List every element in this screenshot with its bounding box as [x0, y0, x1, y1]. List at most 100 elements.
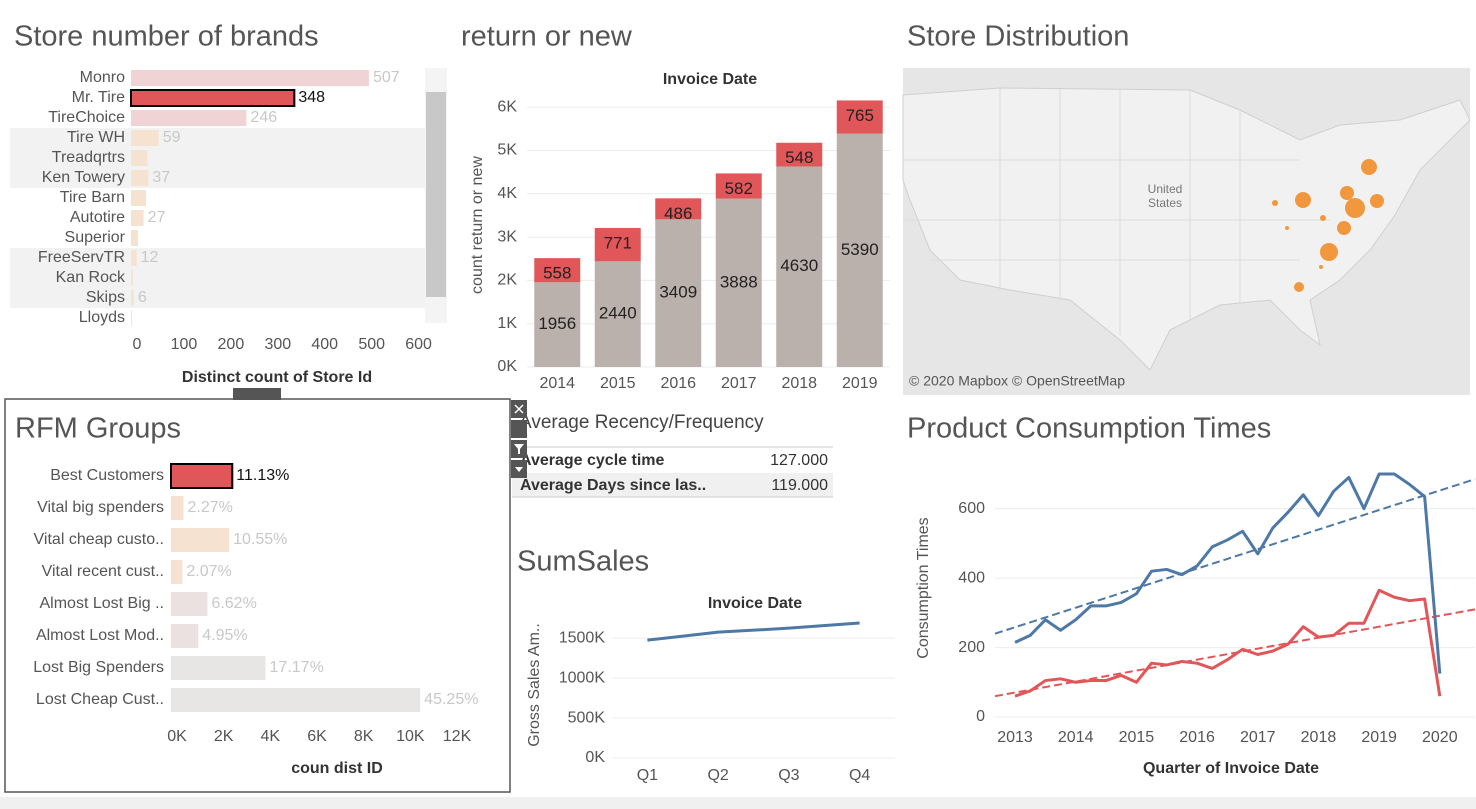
category-label: Vital cheap custo..: [34, 531, 164, 548]
y-tick-label: 0K: [497, 358, 517, 375]
map-bubble: [1319, 265, 1323, 269]
value-label: 37: [152, 169, 170, 186]
value-label: 2.07%: [186, 563, 231, 580]
y-tick-label: 4K: [497, 185, 517, 202]
map-bubble: [1345, 198, 1365, 218]
category-label: Best Customers: [50, 467, 164, 484]
x-tick-label: 8K: [354, 728, 374, 745]
map-bubbles: [1272, 159, 1384, 292]
chart-title: Product Consumption Times: [907, 413, 1271, 445]
map-title: Store Distribution: [907, 21, 1129, 53]
category-label: Tire WH: [67, 129, 125, 146]
row-band: [10, 248, 425, 268]
x-tick-label: 2015: [600, 375, 636, 392]
category-label: TireChoice: [48, 109, 125, 126]
x-tick-label: 2017: [721, 375, 757, 392]
category-label: Tire Barn: [60, 189, 125, 206]
x-tick-label: 2016: [660, 375, 696, 392]
row-band: [10, 168, 425, 188]
value-label: 4.95%: [202, 627, 247, 644]
category-label: Vital big spenders: [37, 499, 164, 516]
axis-title: Invoice Date: [663, 71, 757, 88]
x-tick-label: 2016: [1179, 729, 1215, 746]
panel-frame: [4, 398, 511, 793]
value-label: 2440: [599, 304, 637, 323]
bar: [131, 190, 147, 206]
bar: [170, 463, 234, 489]
value-label: 765: [846, 106, 874, 125]
value-label: 11.13%: [236, 467, 289, 484]
value-label: 10.55%: [233, 531, 287, 548]
y-tick-label: 2K: [497, 272, 517, 289]
map-bubble: [1320, 243, 1338, 261]
chart-title: SumSales: [517, 546, 649, 578]
value-label: 486: [664, 204, 692, 223]
bar: [171, 496, 184, 520]
category-label: Skips: [86, 289, 125, 306]
map-label: United States: [1147, 182, 1183, 210]
bar-segment: [534, 282, 581, 367]
bar-segment: [534, 258, 581, 283]
x-axis-label: coun dist ID: [291, 760, 383, 777]
category-label: Ken Towery: [42, 169, 125, 186]
value-label: 3888: [720, 272, 758, 291]
map-attribution: © 2020 Mapbox © OpenStreetMap: [909, 373, 1125, 389]
y-tick-label: 6K: [497, 98, 517, 115]
y-axis-label: count return or new: [469, 156, 486, 294]
panel-toolbar: [511, 400, 527, 478]
bar-segment: [594, 227, 641, 262]
category-label: Mr. Tire: [72, 89, 125, 106]
x-tick-label: 4K: [261, 728, 281, 745]
table-title: Average Recency/Frequency: [519, 412, 764, 433]
value-label: 3409: [659, 283, 697, 302]
y-tick-label: 500K: [568, 709, 606, 726]
scrollbar-thumb[interactable]: [426, 92, 446, 297]
map: United States © 2020 Mapbox © OpenStreet…: [902, 68, 1471, 395]
trend-line: [994, 478, 1476, 635]
y-tick-label: 5K: [497, 142, 517, 159]
value-label: 4630: [780, 256, 818, 275]
x-tick-label: 400: [311, 336, 338, 353]
y-tick-label: 0: [976, 708, 985, 725]
bar-segment: [836, 100, 883, 134]
chart-title: RFM Groups: [15, 413, 181, 445]
popout-button[interactable]: [511, 420, 527, 438]
x-tick-label: 200: [218, 336, 245, 353]
map-bubble: [1361, 159, 1377, 175]
panel-grip[interactable]: [233, 388, 281, 400]
value-label: 17.17%: [270, 659, 324, 676]
close-icon: [514, 404, 524, 414]
menu-icon: [515, 467, 523, 472]
x-tick-label: 2013: [997, 729, 1033, 746]
x-tick-label: 300: [264, 336, 291, 353]
line: [1014, 472, 1442, 674]
value-label: 1956: [538, 314, 576, 333]
bar: [131, 230, 139, 246]
map-bubble: [1370, 194, 1384, 208]
table: Average Recency/Frequency Average cycle …: [512, 412, 833, 498]
y-tick-label: 200: [958, 639, 985, 656]
map-land: [902, 87, 1471, 371]
x-tick-label: 6K: [307, 728, 327, 745]
map-bubble: [1285, 226, 1289, 230]
axis-title: Invoice Date: [708, 595, 802, 612]
bar: [131, 150, 148, 166]
map-bubble: [1294, 282, 1304, 292]
bar: [131, 290, 134, 306]
x-tick-label: 12K: [443, 728, 472, 745]
table-cell: 127.000: [770, 452, 828, 469]
value-label: 45.25%: [424, 691, 478, 708]
row-band: [10, 268, 425, 288]
category-label: Almost Lost Mod..: [36, 627, 164, 644]
bar: [171, 624, 199, 648]
category-label: Treadqrtrs: [52, 149, 125, 166]
category-label: Monro: [80, 69, 125, 86]
x-tick-label: 0K: [167, 728, 187, 745]
bar: [131, 270, 133, 286]
bar-segment: [594, 261, 641, 367]
value-label: 6: [138, 289, 147, 306]
category-label: Almost Lost Big ..: [40, 595, 165, 612]
table-cell: Average cycle time: [520, 452, 664, 469]
row-band: [10, 288, 425, 308]
x-tick-label: Q4: [849, 767, 870, 784]
